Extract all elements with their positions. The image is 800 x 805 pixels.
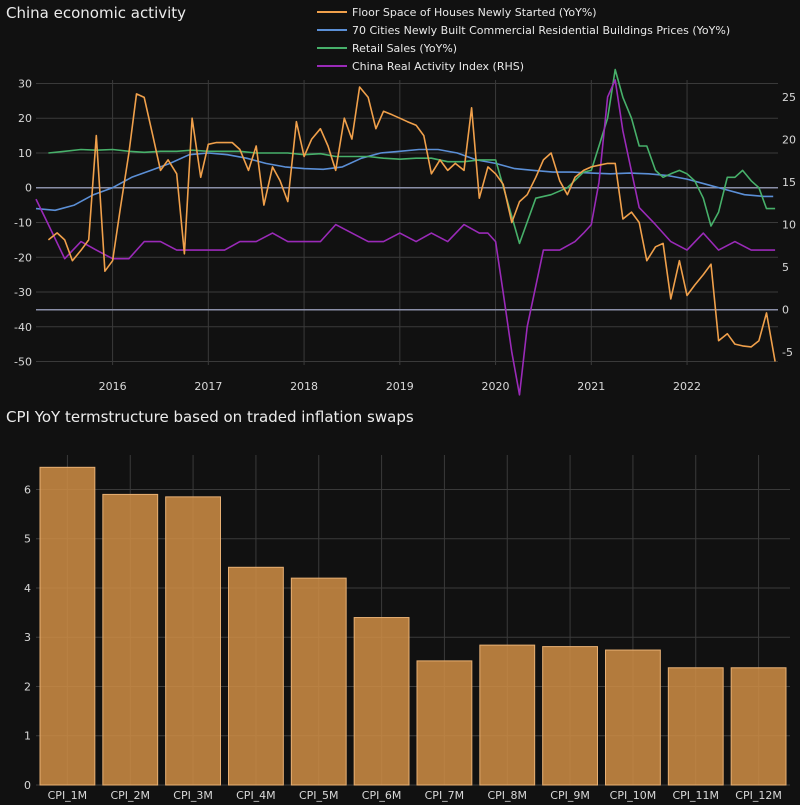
- y-tick-label: 1: [24, 730, 31, 743]
- y2-tick-label: 20: [782, 134, 796, 147]
- bar: [416, 660, 473, 786]
- y2-tick-label: 0: [782, 304, 789, 317]
- y-tick-label: 6: [24, 483, 31, 496]
- x-tick-label: CPI_9M: [550, 789, 590, 802]
- bar: [605, 649, 661, 786]
- y-tick-label: -50: [14, 356, 32, 369]
- y-tick-label: 5: [24, 533, 31, 546]
- bar-chart-title: CPI YoY termstructure based on traded in…: [6, 408, 414, 426]
- bar: [667, 667, 724, 786]
- x-tick-label: CPI_2M: [110, 789, 150, 802]
- y2-tick-label: -5: [782, 346, 793, 359]
- bar: [479, 644, 536, 786]
- y-tick-label: -40: [14, 321, 32, 334]
- y-tick-label: 30: [18, 77, 32, 90]
- series-line: [47, 86, 776, 362]
- x-tick-label: 2018: [290, 380, 318, 393]
- y-tick-label: 10: [18, 147, 32, 160]
- bar: [542, 646, 599, 786]
- y-tick-label: 0: [25, 182, 32, 195]
- x-tick-label: CPI_5M: [299, 789, 339, 802]
- x-tick-label: 2019: [386, 380, 414, 393]
- line-chart: 2016 2017 2018 2019 2020 2021 2022-50-40-30-20…: [14, 6, 796, 396]
- y2-tick-label: 15: [782, 176, 796, 189]
- bar: [165, 496, 222, 786]
- x-tick-label: CPI_1M: [48, 789, 88, 802]
- y-tick-label: -10: [14, 217, 32, 230]
- x-tick-label: CPI_7M: [425, 789, 465, 802]
- line-chart-title: China economic activity: [6, 4, 187, 22]
- x-tick-label: CPI_8M: [487, 789, 527, 802]
- y2-tick-label: 5: [782, 261, 789, 274]
- legend-label: 70 Cities Newly Built Commercial Residen…: [352, 24, 730, 37]
- bar: [290, 577, 347, 786]
- y-tick-label: 0: [24, 779, 31, 792]
- y-tick-label: -20: [14, 251, 32, 264]
- x-tick-label: CPI_6M: [362, 789, 402, 802]
- x-tick-label: 2021: [577, 380, 605, 393]
- y-tick-label: 2: [24, 680, 31, 693]
- x-tick-label: 2016: [99, 380, 127, 393]
- y-tick-label: 4: [24, 582, 31, 595]
- y2-tick-label: 25: [782, 91, 796, 104]
- y2-tick-label: 10: [782, 219, 796, 232]
- bar: [102, 493, 159, 786]
- legend-label: China Real Activity Index (RHS): [352, 60, 524, 73]
- x-tick-label: CPI_10M: [610, 789, 657, 802]
- x-tick-label: 2017: [194, 380, 222, 393]
- bar: [228, 566, 284, 786]
- series-line: [35, 79, 776, 396]
- y-tick-label: 3: [24, 631, 31, 644]
- x-tick-label: CPI_11M: [672, 789, 719, 802]
- x-tick-label: CPI_4M: [236, 789, 276, 802]
- y-tick-label: -30: [14, 286, 32, 299]
- legend-label: Retail Sales (YoY%): [352, 42, 457, 55]
- bar: [730, 667, 787, 786]
- x-tick-label: CPI_12M: [735, 789, 782, 802]
- x-tick-label: 2020: [482, 380, 510, 393]
- bar: [353, 617, 410, 786]
- x-tick-label: CPI_3M: [173, 789, 213, 802]
- legend-label: Floor Space of Houses Newly Started (YoY…: [352, 6, 597, 19]
- y-tick-label: 20: [18, 112, 32, 125]
- x-tick-label: 2022: [673, 380, 701, 393]
- bar: [39, 466, 96, 786]
